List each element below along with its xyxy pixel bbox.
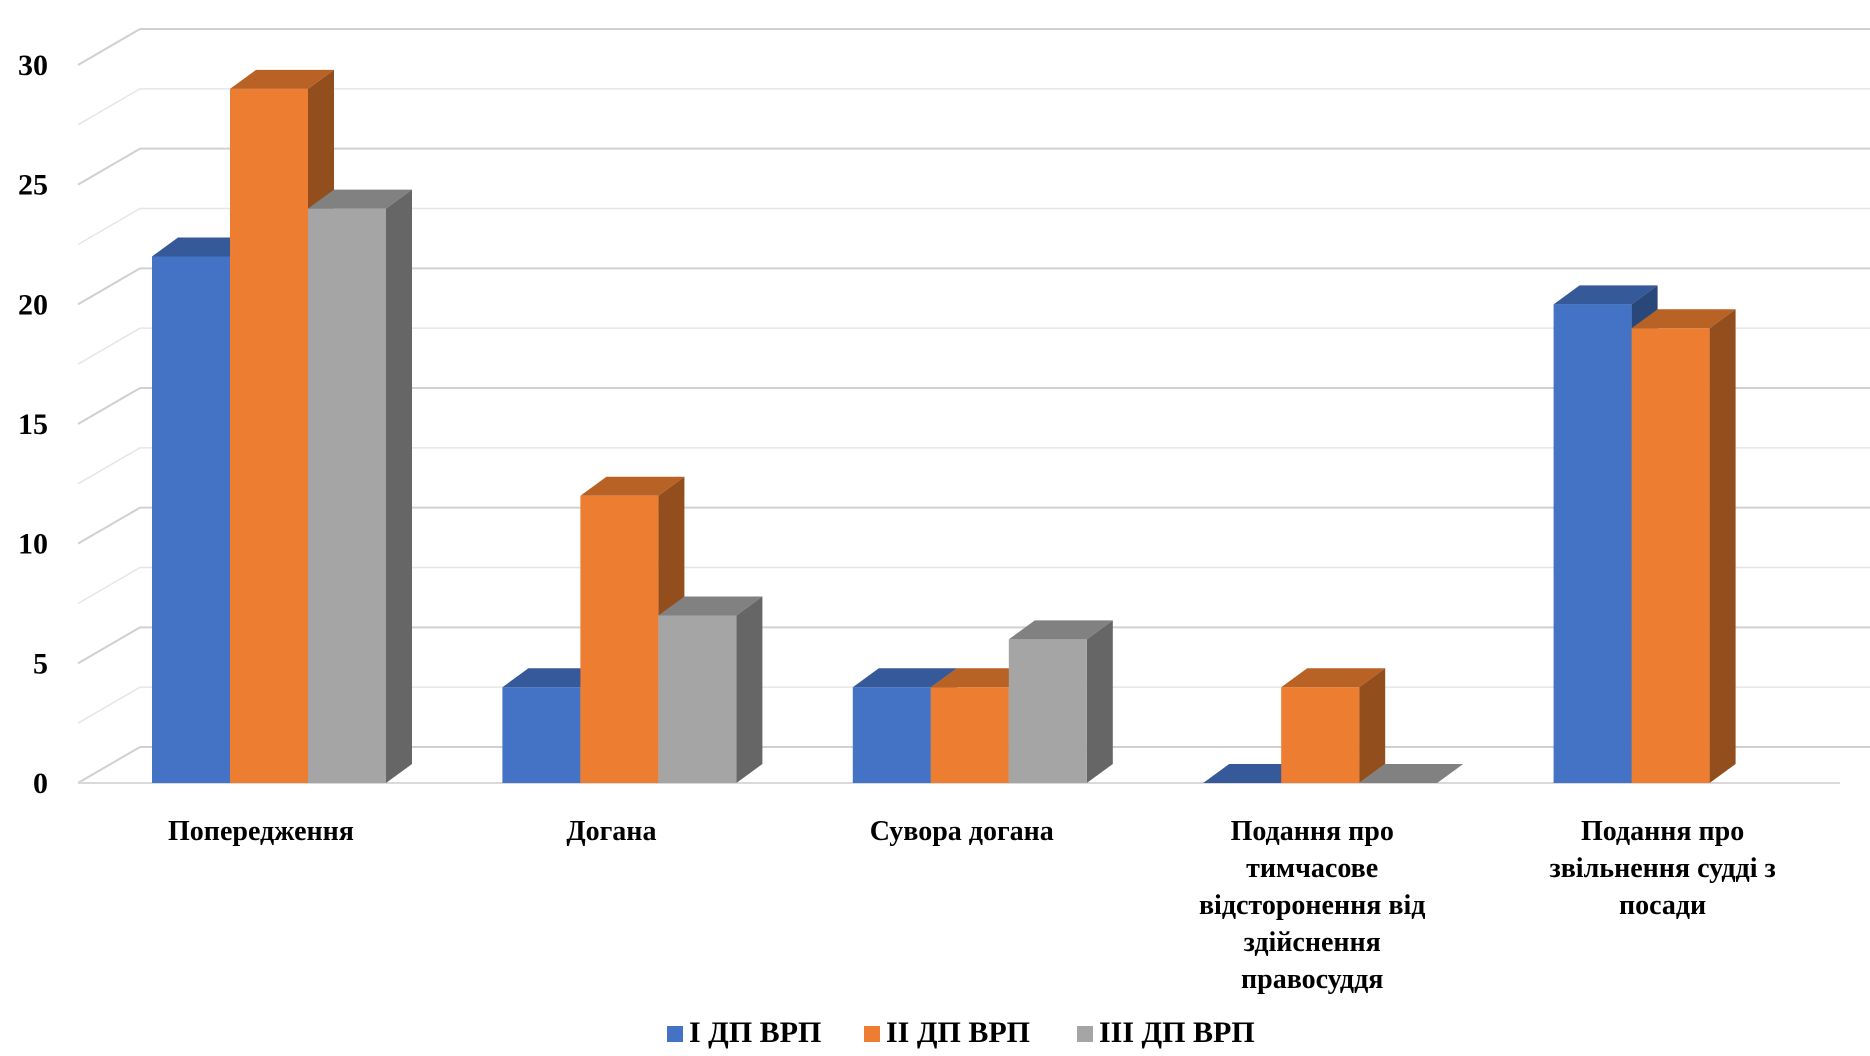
bar — [580, 476, 685, 783]
category-label-line: Сувора догана — [870, 816, 1054, 847]
gridline-side — [77, 387, 141, 425]
gridline-side — [77, 28, 141, 66]
bar-front — [658, 615, 737, 783]
gridline-side — [77, 207, 141, 246]
bar-front — [930, 687, 1009, 783]
category-label: Попередження — [168, 816, 354, 847]
bar — [1359, 764, 1464, 783]
bar-top — [1553, 285, 1658, 305]
legend-swatch — [667, 1026, 683, 1042]
bar — [1631, 309, 1736, 783]
bar-front — [230, 88, 308, 783]
legend-label: І ДП ВРП — [689, 1016, 821, 1049]
category-label-line: правосуддя — [1241, 964, 1383, 995]
bar-top — [658, 596, 763, 616]
gridline-side — [77, 88, 141, 126]
bar-front — [308, 208, 386, 784]
bar-top — [1281, 668, 1386, 688]
gridline-side — [77, 506, 141, 545]
category-label-line: Подання про — [1231, 816, 1394, 847]
gridline-side — [77, 447, 141, 485]
bar — [308, 189, 412, 784]
bar-front — [1281, 687, 1360, 783]
bar-side — [736, 596, 763, 783]
gridline-side — [77, 626, 141, 665]
bar-side — [1086, 620, 1113, 783]
gridline-side — [77, 327, 141, 365]
legend-swatch — [864, 1026, 880, 1042]
bar-side — [386, 189, 412, 784]
legend-item: І ДП ВРП — [667, 1016, 821, 1049]
y-tick-label: 15 — [18, 408, 48, 441]
gridline-side — [77, 566, 141, 605]
bar-top — [852, 668, 957, 688]
gridline-side — [77, 267, 141, 306]
category-label-line: тимчасове — [1246, 853, 1378, 884]
category-label: Сувора догана — [870, 816, 1054, 847]
bar-top — [230, 69, 334, 89]
y-tick-label: 0 — [33, 767, 48, 800]
y-axis-ticks: 0 5 10 15 20 25 30 — [18, 49, 48, 800]
bar-top — [1631, 309, 1736, 329]
gridline-side — [77, 686, 141, 724]
y-tick-label: 10 — [18, 528, 48, 561]
y-tick-label: 25 — [18, 169, 48, 202]
category-label: Подання про звільнення судді з посади — [1549, 816, 1775, 921]
bar-front — [1008, 639, 1087, 783]
bar-front — [852, 687, 931, 783]
legend-item: ІІ ДП ВРП — [864, 1016, 1030, 1049]
bar — [658, 596, 763, 783]
bar-top — [580, 476, 685, 496]
bar-front — [152, 256, 230, 783]
x-axis-categories: Попередження Догана Сувора догана Подання п… — [168, 816, 1776, 995]
category-label-line: здійснення — [1244, 927, 1381, 958]
category-label: Подання про тимчасове відсторонення від зді… — [1199, 816, 1426, 995]
bar-front — [1631, 328, 1710, 783]
bar — [1008, 620, 1113, 783]
bar-front — [580, 495, 659, 783]
category-label-line: звільнення судді з — [1549, 853, 1775, 884]
legend-label: ІІІ ДП ВРП — [1099, 1016, 1255, 1049]
legend: І ДП ВРП ІІ ДП ВРП ІІІ ДП ВРП — [667, 1016, 1255, 1049]
bar-top — [308, 189, 412, 209]
bar-front — [1553, 304, 1632, 783]
category-label-line: Попередження — [168, 816, 354, 847]
category-label-line: відсторонення від — [1199, 890, 1426, 921]
y-tick-label: 30 — [18, 49, 48, 82]
category-label-line: Подання про — [1581, 816, 1744, 847]
category-label-line: посади — [1619, 890, 1706, 921]
bars — [152, 69, 1736, 784]
category-label: Догана — [566, 816, 656, 847]
category-label-line: Догана — [566, 816, 656, 847]
gridline-side — [77, 147, 141, 186]
gridline-side — [77, 746, 141, 784]
legend-swatch — [1077, 1026, 1093, 1042]
legend-item: ІІІ ДП ВРП — [1077, 1016, 1255, 1049]
bar-top — [1008, 620, 1113, 640]
bar — [1281, 668, 1386, 783]
bar-side — [1359, 668, 1386, 783]
legend-label: ІІ ДП ВРП — [886, 1016, 1030, 1049]
bar-front — [502, 687, 581, 783]
y-tick-label: 20 — [18, 288, 48, 321]
bar-side — [1709, 309, 1736, 783]
bar-top — [1359, 764, 1464, 783]
y-tick-label: 5 — [33, 647, 48, 680]
